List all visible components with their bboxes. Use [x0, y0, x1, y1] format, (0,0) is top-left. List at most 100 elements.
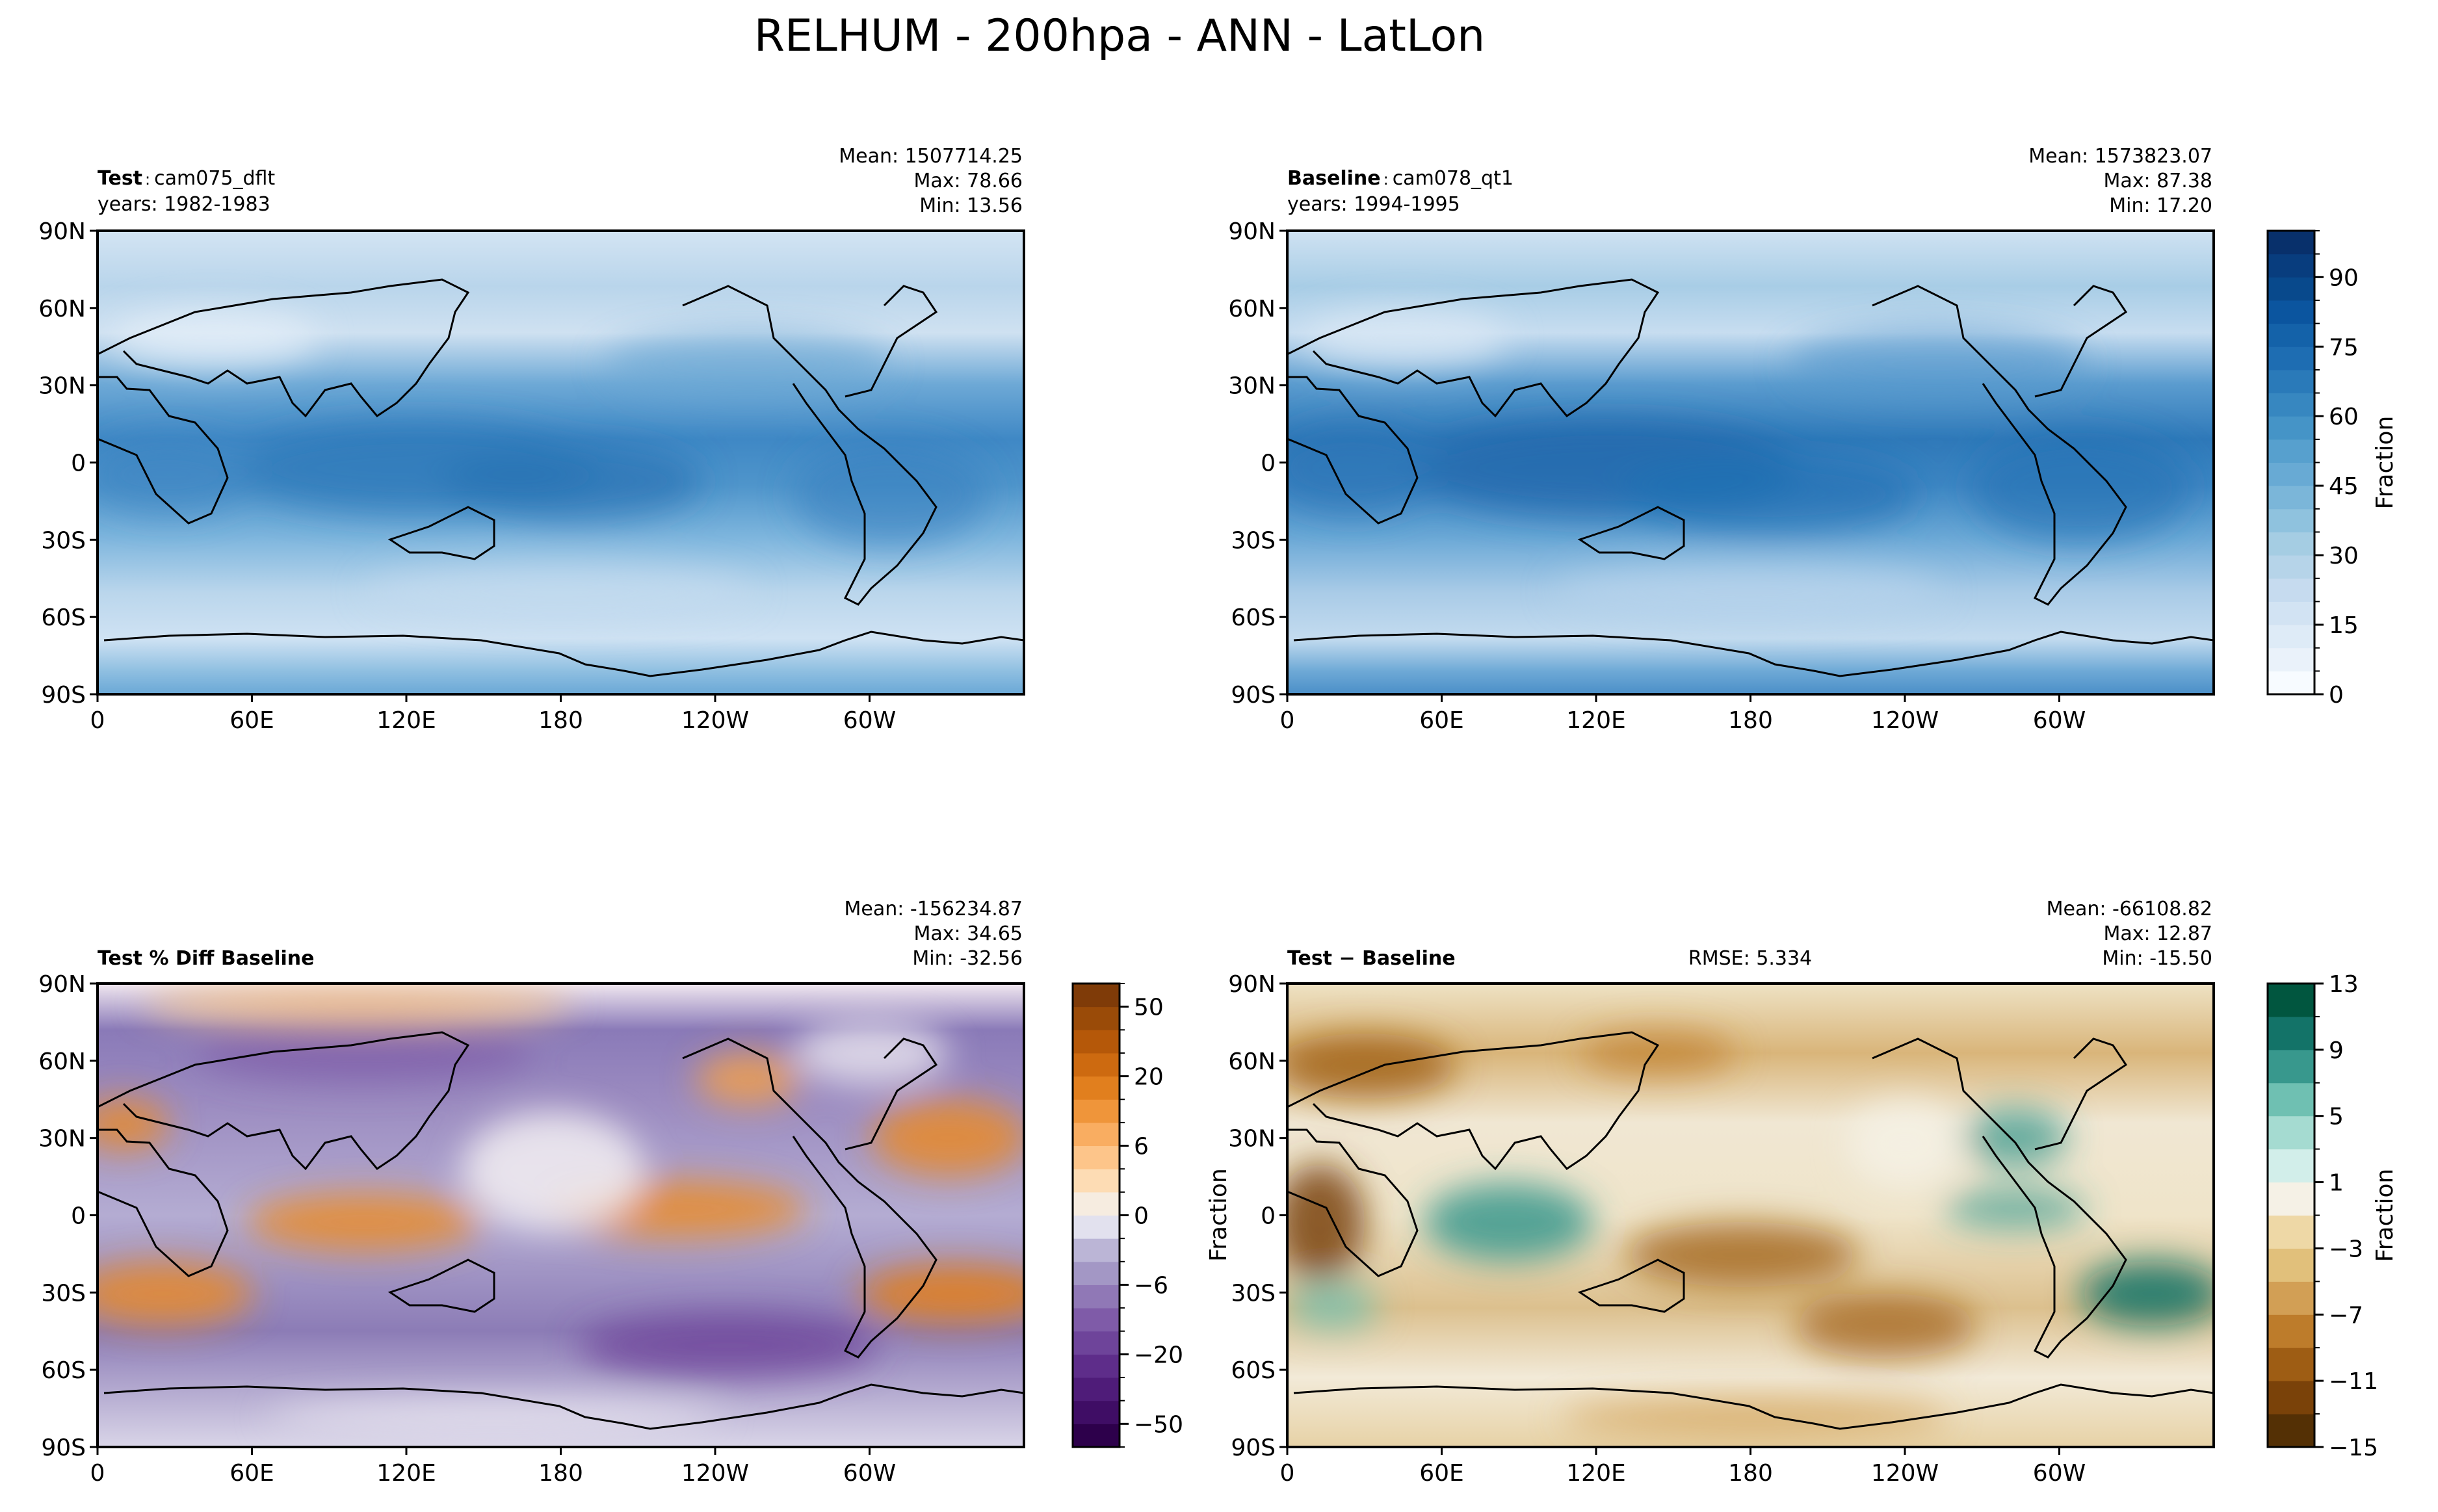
y-tick-label: 30N	[38, 1126, 86, 1153]
colorbar-tick-label: −11	[2329, 1368, 2378, 1395]
y-tick-label: 30S	[41, 527, 86, 554]
panel-label-bold: Baseline	[1287, 167, 1381, 190]
colorbar-segment	[1073, 984, 1120, 1008]
y-tick-label: 60N	[38, 296, 86, 322]
colorbar-segment	[2268, 231, 2314, 255]
y-tick-label: 30N	[38, 373, 86, 400]
map-field	[1287, 984, 2214, 1447]
x-tick-label: 120E	[1566, 1460, 1625, 1487]
x-tick-label: 0	[90, 1460, 105, 1487]
colorbar-segment	[2268, 1248, 2314, 1282]
colorbar-tick-label: 20	[1134, 1064, 1164, 1091]
stat-mean: Mean: -156234.87	[845, 898, 1023, 920]
panel-years: years: 1982-1983	[98, 193, 270, 216]
colorbar-segment	[1073, 1261, 1120, 1285]
colorbar-tick-label: −15	[2329, 1435, 2378, 1461]
panel-difference: Test − Baseline RMSE: 5.334 Mean: -66108…	[1205, 898, 2215, 1487]
colorbar-segment	[2268, 984, 2314, 1017]
stat-max: Max: 12.87	[2103, 922, 2212, 945]
colorbar-segment	[1073, 1122, 1120, 1147]
stat-mean: Mean: -66108.82	[2047, 898, 2212, 920]
colorbar-segment	[2268, 671, 2314, 695]
coastlines	[98, 1031, 1024, 1430]
colorbar-tick-label: 15	[2329, 612, 2359, 639]
colorbar-segment	[2268, 1115, 2314, 1150]
y-tick-label: 30N	[1228, 373, 1276, 400]
colorbar-segment	[1073, 1284, 1120, 1309]
colorbar-tick-label: 6	[1134, 1134, 1149, 1160]
colorbar-tick-label: −6	[1134, 1272, 1168, 1299]
y-tick-label: 90N	[38, 218, 86, 245]
y-tick-label: 60S	[1231, 1357, 1276, 1384]
stat-max: Max: 34.65	[913, 922, 1023, 945]
colorbar-tick-label: 45	[2329, 473, 2359, 500]
colorbar-tick-label: 30	[2329, 543, 2359, 569]
colorbar-segment	[1073, 1006, 1120, 1030]
colorbar-segment	[2268, 508, 2314, 532]
x-tick-label: 0	[90, 707, 105, 734]
y-tick-label: 0	[1261, 450, 1276, 477]
stat-min: Min: -32.56	[912, 947, 1023, 970]
colorbar-segment	[1073, 1169, 1120, 1193]
x-tick-label: 60E	[1419, 1460, 1464, 1487]
stat-min: Min: 17.20	[2109, 194, 2212, 217]
colorbar-label: Fraction	[2372, 1169, 2398, 1262]
y-tick-label: 60S	[1231, 605, 1276, 631]
y-tick-label: 0	[71, 450, 86, 477]
colorbar-segment	[2268, 462, 2314, 486]
colorbar-tick-label: −20	[1134, 1342, 1183, 1368]
colorbar-segment	[2268, 1049, 2314, 1084]
colorbar-segment	[2268, 555, 2314, 579]
y-tick-label: 90S	[41, 682, 86, 709]
x-tick-label: 60E	[229, 707, 274, 734]
field-blobs	[98, 309, 988, 618]
colorbar-tick-label: 0	[1134, 1203, 1149, 1230]
y-tick-label: 90N	[1228, 971, 1276, 998]
colorbar-segment	[1073, 1424, 1120, 1448]
colorbar-segment	[1073, 1192, 1120, 1216]
colorbar-segment	[1073, 1377, 1120, 1401]
panel-test: Test: cam075_dflt years: 1982-1983 Mean: …	[38, 145, 1025, 734]
colorbar-segment	[2268, 1149, 2314, 1183]
x-tick-label: 60W	[843, 707, 896, 734]
colorbar-segment	[2268, 625, 2314, 649]
colorbar-segment	[2268, 254, 2314, 278]
colorbar-segment	[2268, 1381, 2314, 1414]
figure-title: RELHUM - 200hpa - ANN - LatLon	[754, 10, 1486, 62]
colorbar-segment	[2268, 647, 2314, 671]
field-blobs	[1287, 309, 2191, 618]
colorbar-tick-label: 90	[2329, 265, 2359, 291]
y-tick-label: 60S	[41, 605, 86, 631]
colorbar-segment	[2268, 1348, 2314, 1381]
coastlines	[1287, 1031, 2214, 1430]
panel-label: Test: cam075_dflt	[98, 167, 275, 190]
map-field	[98, 231, 1024, 694]
x-tick-label: 60W	[2033, 707, 2086, 734]
x-tick-label: 120W	[1871, 707, 1939, 734]
colorbar-segment	[1073, 1331, 1120, 1355]
colorbar-tick-label: 1	[2329, 1170, 2344, 1197]
x-tick-label: 60E	[1419, 707, 1464, 734]
colorbar-segment	[2268, 1082, 2314, 1117]
colorbar-segment	[1073, 1145, 1120, 1169]
panel-label-case: cam075_dflt	[154, 167, 275, 190]
y-tick-label: 60S	[41, 1357, 86, 1384]
colorbar-segment	[1073, 1099, 1120, 1123]
colorbar-segment	[2268, 486, 2314, 510]
colorbar-segment	[2268, 1314, 2314, 1348]
axis-ticks: 0 60E 120E 180 120W 60W 90N 60N 30N 0 30S 60S 90S	[38, 218, 896, 734]
colorbar-segment	[2268, 1215, 2314, 1249]
colorbar-segment	[1073, 1238, 1120, 1262]
axis-ticks: 0 60E 120E 180 120W 60W 90N 60N 30N 0 30S 60S 90S	[1228, 971, 2086, 1487]
colorbar-difference: −15 −11 −7 −3 1 5 9 13 Fraction	[2266, 971, 2398, 1461]
colorbar-segment	[1073, 1400, 1120, 1424]
y-tick-label: 30S	[41, 1280, 86, 1307]
panel-years: years: 1994-1995	[1287, 193, 1460, 216]
colorbar-tick-label: 13	[2329, 971, 2359, 998]
colorbar-segment	[1073, 1354, 1120, 1378]
x-tick-label: 180	[538, 1460, 583, 1487]
stat-max: Max: 78.66	[913, 170, 1023, 192]
x-tick-label: 120E	[376, 707, 436, 734]
map-field	[98, 984, 1024, 1447]
axis-ticks: 0 60E 120E 180 120W 60W 90N 60N 30N 0 30S 60S 90S	[38, 971, 896, 1487]
